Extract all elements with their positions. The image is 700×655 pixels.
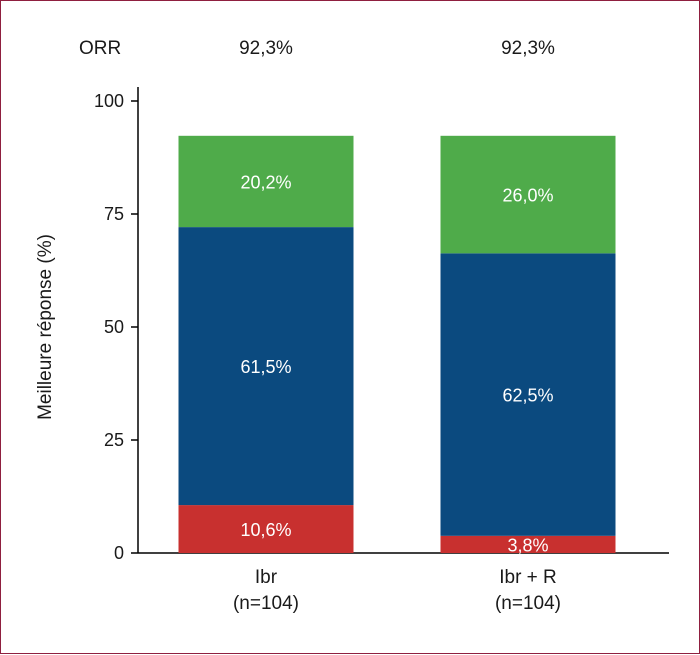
bar-segment bbox=[178, 227, 354, 506]
y-tick-label: 50 bbox=[104, 317, 124, 337]
y-tick-label: 0 bbox=[114, 543, 124, 563]
bar-value-label: 62,5% bbox=[502, 386, 553, 406]
y-tick-label: 100 bbox=[94, 91, 124, 111]
orr-row-label: ORR bbox=[79, 38, 121, 59]
y-ticks-group: 0 25 50 75 100 bbox=[94, 91, 138, 563]
x-category-label: Ibr bbox=[255, 567, 278, 588]
orr-value: 92,3% bbox=[239, 38, 293, 59]
x-category-sublabel: (n=104) bbox=[233, 593, 299, 614]
y-tick-label: 75 bbox=[104, 204, 124, 224]
bar-segment bbox=[178, 505, 354, 553]
bar-segment bbox=[440, 253, 616, 536]
bar-segment bbox=[440, 135, 616, 254]
bars-group bbox=[178, 135, 616, 553]
bar-value-label: 3,8% bbox=[507, 535, 548, 555]
x-category-sublabel: (n=104) bbox=[495, 593, 561, 614]
bar-segment bbox=[440, 535, 616, 553]
x-category-label: Ibr + R bbox=[499, 567, 557, 588]
orr-value: 92,3% bbox=[501, 38, 555, 59]
y-tick-label: 25 bbox=[104, 430, 124, 450]
bar-segment bbox=[178, 135, 354, 228]
bar-value-label: 20,2% bbox=[240, 172, 291, 192]
bar-value-label: 61,5% bbox=[240, 357, 291, 377]
bar-value-label: 26,0% bbox=[502, 186, 553, 206]
bar-value-label: 10,6% bbox=[240, 520, 291, 540]
y-axis-title: Meilleure réponse (%) bbox=[35, 234, 56, 420]
labels-group: 10,6% 61,5% 20,2% 92,3% Ibr (n=104) 3,8% 62,5% 2… bbox=[233, 38, 561, 614]
